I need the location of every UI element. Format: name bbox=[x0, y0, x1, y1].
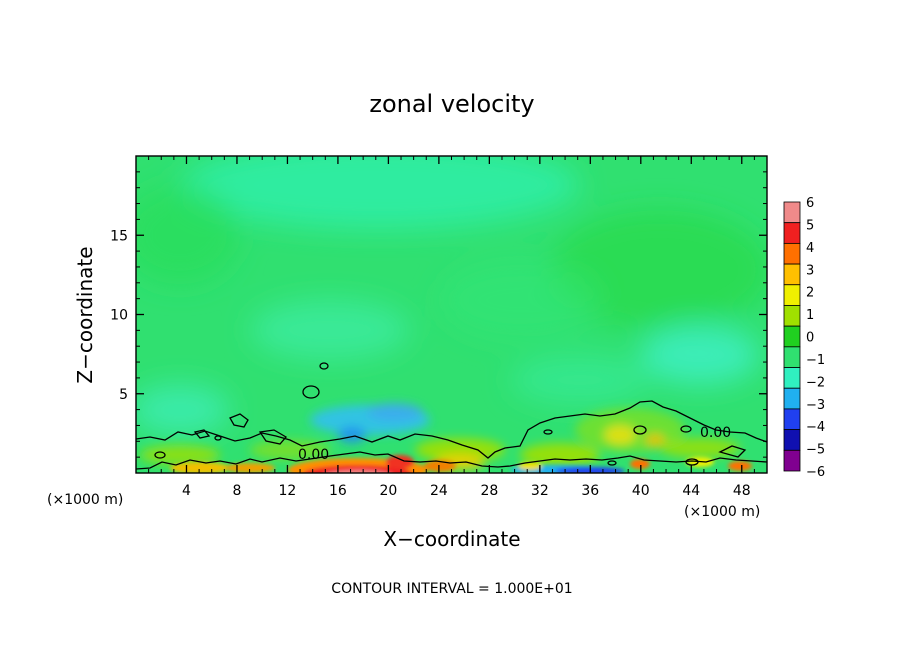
y-axis-ticks: 5 10 15 bbox=[110, 171, 767, 458]
colorbar-label: 3 bbox=[806, 263, 814, 278]
x-tick-label: 36 bbox=[581, 483, 599, 499]
colorbar-swatch bbox=[783, 429, 801, 451]
colorbar-swatch bbox=[783, 346, 801, 368]
x-tick-label: 28 bbox=[480, 483, 498, 499]
colorbar-swatch bbox=[783, 201, 801, 224]
colorbar-swatch bbox=[783, 387, 801, 410]
x-tick-label: 12 bbox=[279, 483, 297, 499]
colorbar-label: 0 bbox=[806, 331, 814, 346]
heatmap-field bbox=[136, 156, 767, 473]
y-tick-label: 10 bbox=[110, 308, 128, 324]
colorbar-swatch bbox=[783, 263, 801, 286]
contour-label-left: 0.00 bbox=[298, 447, 329, 463]
y-axis-label: Z−coordinate bbox=[73, 246, 97, 383]
x-axis-label: X−coordinate bbox=[383, 527, 520, 551]
x-axis-ticks: 4 8 12 16 20 24 28 32 36 40 44 48 bbox=[148, 156, 755, 499]
colorbar-label: −6 bbox=[806, 465, 825, 480]
x-tick-label: 16 bbox=[329, 483, 347, 499]
colorbar-label: −1 bbox=[806, 353, 825, 368]
x-unit-left: (×1000 m) bbox=[47, 492, 123, 508]
x-tick-label: 8 bbox=[232, 483, 241, 499]
zero-contour-lower bbox=[136, 451, 767, 470]
contour-label-right: 0.00 bbox=[700, 425, 731, 441]
contour-lines bbox=[136, 362, 767, 470]
x-tick-label: 4 bbox=[182, 483, 191, 499]
colorbar-label: −2 bbox=[806, 375, 825, 390]
x-tick-label: 40 bbox=[632, 483, 650, 499]
zero-contour-upper bbox=[136, 400, 767, 459]
colorbar-swatch bbox=[783, 367, 801, 389]
x-tick-label: 44 bbox=[682, 483, 700, 499]
chart-title: zonal velocity bbox=[369, 90, 534, 118]
contour-interval-text: CONTOUR INTERVAL = 1.000E+01 bbox=[331, 581, 572, 597]
colorbar-swatch bbox=[783, 222, 801, 244]
x-tick-label: 24 bbox=[430, 483, 448, 499]
colorbar-label: 2 bbox=[806, 286, 814, 301]
colorbar-label: −4 bbox=[806, 420, 825, 435]
colorbar-swatch bbox=[783, 284, 801, 306]
x-tick-label: 32 bbox=[531, 483, 549, 499]
y-tick-label: 5 bbox=[119, 387, 128, 403]
y-tick-label: 15 bbox=[110, 228, 128, 244]
colorbar-swatch bbox=[783, 408, 801, 431]
colorbar: 6 5 4 3 2 1 0 −1 −2 −3 −4 −5 −6 bbox=[783, 196, 825, 480]
colorbar-swatch bbox=[783, 242, 801, 265]
colorbar-label: 1 bbox=[806, 308, 814, 323]
colorbar-label: 4 bbox=[806, 241, 814, 256]
colorbar-label: −3 bbox=[806, 398, 825, 413]
x-unit-right: (×1000 m) bbox=[684, 504, 760, 520]
colorbar-swatch bbox=[783, 449, 801, 472]
colorbar-swatch bbox=[783, 325, 801, 348]
colorbar-label: 6 bbox=[806, 196, 814, 211]
colorbar-label: 5 bbox=[806, 218, 814, 233]
colorbar-label: −5 bbox=[806, 443, 825, 458]
x-tick-label: 48 bbox=[733, 483, 751, 499]
x-tick-label: 20 bbox=[379, 483, 397, 499]
colorbar-swatch bbox=[783, 305, 801, 327]
